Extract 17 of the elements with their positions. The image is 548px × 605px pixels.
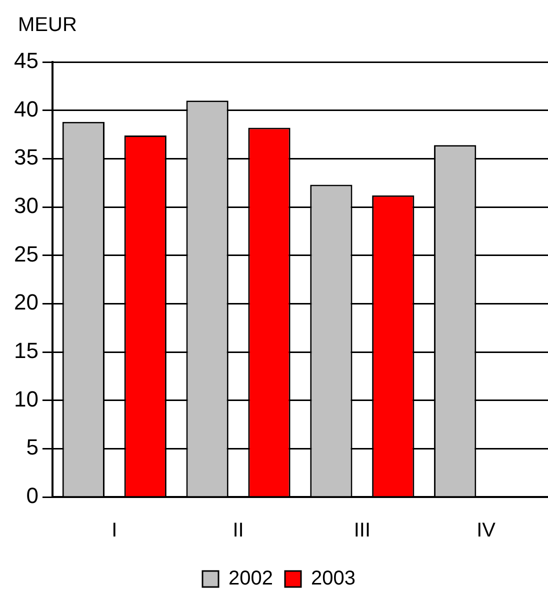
y-tick-label: 10 bbox=[14, 386, 38, 412]
y-tick-label: 25 bbox=[14, 241, 38, 266]
x-tick-label: I bbox=[112, 520, 118, 542]
y-tick-label: 35 bbox=[14, 144, 38, 170]
x-tick-label: II bbox=[232, 520, 244, 542]
y-tick-label: 45 bbox=[14, 48, 38, 74]
y-tick-label: 15 bbox=[14, 338, 38, 364]
y-tick-label: 5 bbox=[26, 434, 38, 460]
legend-label: 2003 bbox=[311, 568, 356, 590]
x-tick-label: IV bbox=[476, 520, 496, 542]
y-tick-label: 30 bbox=[14, 193, 38, 218]
legend-label: 2002 bbox=[228, 568, 274, 590]
y-axis-title: MEUR bbox=[18, 14, 77, 37]
y-tick-label: 40 bbox=[14, 96, 38, 122]
x-tick-label: III bbox=[354, 520, 371, 542]
y-tick-label: 20 bbox=[14, 290, 38, 315]
y-tick-label: 0 bbox=[26, 483, 38, 508]
